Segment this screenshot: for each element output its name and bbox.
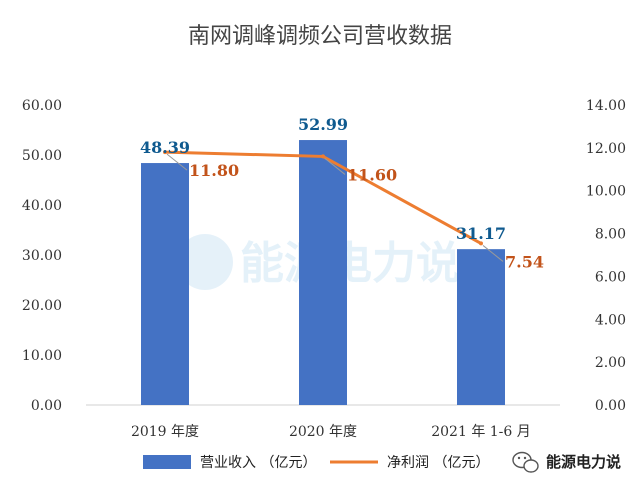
line-label-leader: [166, 153, 188, 171]
y-right-tick-label: 6.00: [595, 269, 626, 285]
line-label-leader: [482, 245, 504, 262]
y-right-tick-label: 2.00: [595, 355, 626, 371]
line-point: [479, 241, 483, 246]
y-left-tick-label: 0.00: [31, 398, 62, 414]
y-left-tick-label: 10.00: [22, 348, 62, 364]
line-series: [163, 150, 483, 246]
footer-brand-text: 能源电力说: [546, 453, 621, 471]
bar-series: [141, 140, 505, 406]
legend: 营业收入 （亿元） 净利润 （亿元）: [143, 455, 489, 471]
y-axis-right: 0.00 2.00 4.00 6.00 8.00 10.00 12.00 14.00: [586, 98, 626, 414]
y-right-tick-label: 0.00: [595, 398, 626, 414]
y-right-tick-label: 8.00: [595, 227, 626, 243]
bar: [141, 163, 189, 405]
y-right-tick-label: 10.00: [586, 184, 626, 200]
line-point: [163, 150, 167, 155]
y-left-tick-label: 20.00: [22, 298, 62, 314]
footer-brand: 能源电力说: [512, 451, 621, 473]
bar-data-label: 48.39: [140, 138, 190, 157]
bar-data-label: 52.99: [298, 115, 348, 134]
watermark-text: 能源电力说: [240, 238, 460, 289]
bar: [457, 249, 505, 405]
watermark: 能源电力说: [177, 234, 460, 290]
line-data-label: 11.60: [347, 165, 397, 184]
x-tick-label: 2020 年度: [289, 424, 357, 440]
y-left-tick-label: 40.00: [22, 198, 62, 214]
line-data-label: 11.80: [189, 161, 239, 180]
y-axis-left: 0.00 10.00 20.00 30.00 40.00 50.00 60.00: [22, 98, 62, 414]
wechat-icon: [512, 451, 539, 473]
bar: [299, 140, 347, 406]
y-left-tick-label: 30.00: [22, 248, 62, 264]
data-labels: 48.39 52.99 31.17 11.80 11.60 7.54: [140, 115, 544, 271]
x-tick-label: 2021 年 1-6 月: [431, 424, 531, 440]
x-tick-label: 2019 年度: [131, 424, 199, 440]
y-right-tick-label: 12.00: [586, 141, 626, 157]
legend-label-bar: 营业收入 （亿元）: [200, 455, 316, 471]
line-point: [321, 154, 325, 159]
y-right-tick-label: 4.00: [595, 312, 626, 328]
line-label-leader: [324, 158, 346, 175]
legend-label-line: 净利润 （亿元）: [387, 455, 489, 471]
x-axis-categories: 2019 年度 2020 年度 2021 年 1-6 月: [131, 424, 531, 440]
y-right-tick-label: 14.00: [586, 98, 626, 114]
legend-swatch-bar: [143, 455, 191, 469]
bar-data-label: 31.17: [456, 224, 506, 243]
chart-title: 南网调峰调频公司营收数据: [188, 24, 452, 49]
watermark-logo-icon: [177, 234, 233, 290]
y-left-tick-label: 50.00: [22, 148, 62, 164]
line-data-label: 7.54: [505, 252, 544, 271]
y-left-tick-label: 60.00: [22, 98, 62, 114]
